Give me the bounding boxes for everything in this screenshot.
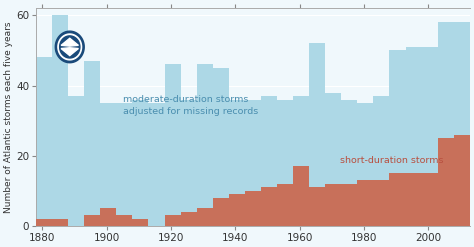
Bar [390,173,406,226]
Bar [84,215,100,226]
Bar [374,180,390,226]
Polygon shape [61,48,78,56]
Polygon shape [55,31,84,63]
Bar [116,215,132,226]
Bar [325,184,341,226]
Bar [164,215,181,226]
Polygon shape [58,34,82,60]
Bar [277,100,293,226]
Bar [132,219,148,226]
Bar [374,96,390,226]
Bar [36,219,52,226]
Bar [68,96,84,226]
Bar [36,58,52,226]
Bar [100,103,116,226]
Bar [213,198,229,226]
Bar [438,22,454,226]
Bar [52,219,68,226]
Bar [213,68,229,226]
Bar [197,208,213,226]
Bar [406,173,422,226]
Bar [422,47,438,226]
Bar [261,96,277,226]
Bar [245,191,261,226]
Polygon shape [61,38,78,46]
Bar [229,194,245,226]
Bar [454,22,470,226]
Bar [132,100,148,226]
Bar [309,43,325,226]
Bar [116,103,132,226]
Bar [341,100,357,226]
Bar [164,64,181,226]
Bar [357,103,374,226]
Bar [197,64,213,226]
Y-axis label: Number of Atlantic storms each five years: Number of Atlantic storms each five year… [4,21,13,213]
Bar [181,212,197,226]
Bar [454,135,470,226]
Bar [148,103,164,226]
Bar [52,15,68,226]
Bar [341,184,357,226]
Bar [422,173,438,226]
Bar [438,138,454,226]
Bar [181,100,197,226]
Text: short-duration storms: short-duration storms [340,156,443,165]
Bar [293,166,309,226]
Bar [261,187,277,226]
Bar [245,100,261,226]
Bar [277,184,293,226]
Polygon shape [60,36,80,58]
Text: moderate-duration storms
adjusted for missing records: moderate-duration storms adjusted for mi… [123,95,258,116]
Bar [293,96,309,226]
Bar [406,47,422,226]
Bar [84,61,100,226]
Bar [357,180,374,226]
Bar [229,100,245,226]
Bar [100,208,116,226]
Bar [325,93,341,226]
Bar [309,187,325,226]
Bar [390,50,406,226]
